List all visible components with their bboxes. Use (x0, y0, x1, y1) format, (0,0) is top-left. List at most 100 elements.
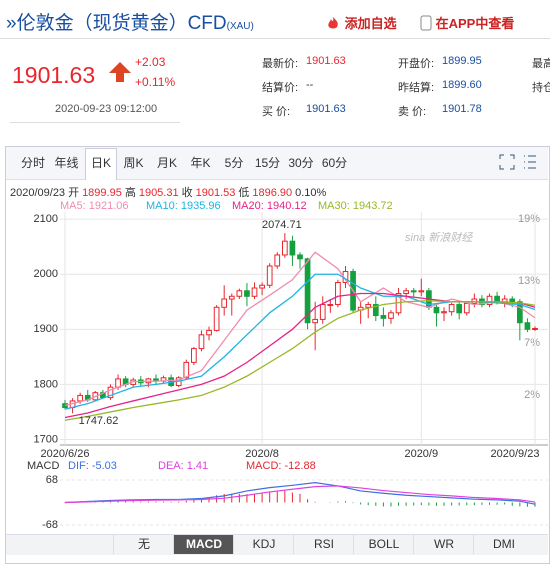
field-value: 1901.63 (306, 103, 346, 115)
tab[interactable]: 60分 (321, 156, 348, 170)
open-app[interactable]: 在APP中查看 (420, 13, 514, 32)
candle-body (206, 329, 212, 336)
add-watchlist[interactable]: 添加自选 (325, 13, 397, 32)
x-tick-label: 2020/9 (404, 448, 438, 460)
y-tick-label: 1900 (34, 323, 58, 335)
ohlc-item: 0.10% (295, 187, 327, 199)
candle-body (327, 304, 334, 307)
tab[interactable]: 5分 (224, 156, 244, 170)
tab[interactable]: 分时 (20, 156, 45, 170)
indicator-tab[interactable]: DMI (473, 535, 534, 554)
candle-body (403, 290, 409, 295)
candle-body (509, 298, 516, 303)
ma-line (64, 273, 536, 410)
candle-body (236, 290, 243, 297)
x-tick-label: 2020/8 (245, 448, 279, 460)
candle-body (448, 304, 455, 313)
candle-body (433, 306, 440, 314)
candle-body (191, 348, 197, 363)
candle-body (388, 312, 394, 319)
candle-body (266, 265, 273, 286)
indicator-tab[interactable]: 无 (113, 535, 174, 554)
ohlc-item: 2020/09/23 (10, 187, 66, 199)
ohlc-item: 1896.90 (252, 187, 293, 199)
label: 添加自选 (344, 16, 397, 31)
y-tick-label: -68 (42, 519, 58, 531)
tab[interactable]: 年K (190, 156, 211, 170)
field-value: -- (306, 79, 314, 91)
legend-entry: MA5: 1921.06 (60, 200, 129, 212)
x-tick-label: 2020/9/23 (491, 448, 540, 460)
candle-body (319, 304, 326, 320)
candle-body (524, 322, 531, 330)
candle-body (463, 302, 470, 314)
divider (0, 38, 550, 39)
candle-body (494, 295, 500, 303)
candle-body (501, 298, 508, 303)
tab[interactable]: 月K (156, 156, 177, 170)
ohlc-line: 2020/09/23 开 1899.95 高 1905.31 收 1901.53 低 1896.… (10, 184, 329, 200)
up-arrow (109, 62, 131, 82)
price: 1901.63 (12, 62, 96, 88)
candle-body (456, 304, 463, 314)
tab[interactable]: 30分 (288, 156, 314, 170)
macd-line (64, 485, 536, 504)
divider (10, 122, 180, 123)
candle-body (274, 254, 281, 267)
tool-icons[interactable] (498, 153, 542, 171)
indicator-tab[interactable]: BOLL (353, 535, 414, 554)
label: 在APP中查看 (435, 16, 515, 31)
icon (328, 17, 338, 29)
ohlc-item: 低 (238, 187, 250, 199)
candle-body (418, 290, 425, 293)
min-annotation: 1747.62 (79, 415, 119, 427)
x-tick-label: 2020/6/26 (41, 448, 90, 460)
legend-entry: MA20: 1940.12 (232, 200, 307, 212)
candle-body (198, 334, 205, 350)
ohlc-item: 高 (124, 187, 136, 199)
y-tick-label: 2000 (34, 268, 58, 280)
candle-body (228, 295, 235, 300)
legend-entry: DEA: 1.41 (158, 460, 208, 472)
ma-line (64, 300, 536, 421)
y2-tick-label: 19% (518, 213, 540, 225)
indicator-tab[interactable]: WR (413, 535, 474, 554)
ohlc-item: 开 (68, 187, 80, 199)
panel-title: MACD (27, 460, 59, 472)
title-text: »伦敦金（现货黄金）CFD (6, 13, 227, 34)
candle-body (372, 304, 379, 317)
y-tick-label: 68 (46, 474, 58, 486)
tab[interactable]: 年线 (54, 156, 79, 170)
ohlc-item: 收 (181, 187, 193, 199)
max-annotation: 2074.71 (262, 219, 302, 231)
candle-body (259, 284, 265, 289)
tab[interactable]: 日K (85, 148, 117, 180)
watermark: sina 新浪财经 (405, 231, 473, 244)
legend-entry: DIF: -5.03 (68, 460, 117, 472)
indicator-tab[interactable]: RSI (293, 535, 354, 554)
y-tick-label: 2100 (34, 213, 58, 225)
indicator-tab[interactable]: KDJ (233, 535, 294, 554)
tab[interactable]: 周K (123, 156, 144, 170)
field-label: 最高 (532, 58, 550, 70)
indicator-tab[interactable]: MACD (173, 535, 234, 554)
legend-entry: MA30: 1943.72 (318, 200, 393, 212)
candle-body (289, 240, 296, 256)
candle-body (312, 318, 319, 324)
tab[interactable]: 15分 (254, 156, 281, 170)
candle-body (297, 254, 303, 260)
y-tick-label: 1700 (34, 433, 58, 445)
candle-body (281, 240, 288, 256)
change: +2.03 (135, 55, 166, 69)
field-label: 买 价: (262, 106, 291, 118)
candle-body (244, 290, 250, 297)
y2-tick-label: 2% (524, 389, 540, 401)
field-value: 1899.60 (442, 79, 482, 91)
field-label: 卖 价: (398, 106, 427, 118)
y-tick-label: 1800 (34, 378, 58, 390)
field-label: 持仓 (532, 82, 550, 94)
legend-entry: MA10: 1935.96 (146, 200, 221, 212)
field-label: 昨结算: (398, 82, 435, 94)
candle-body (62, 403, 68, 409)
